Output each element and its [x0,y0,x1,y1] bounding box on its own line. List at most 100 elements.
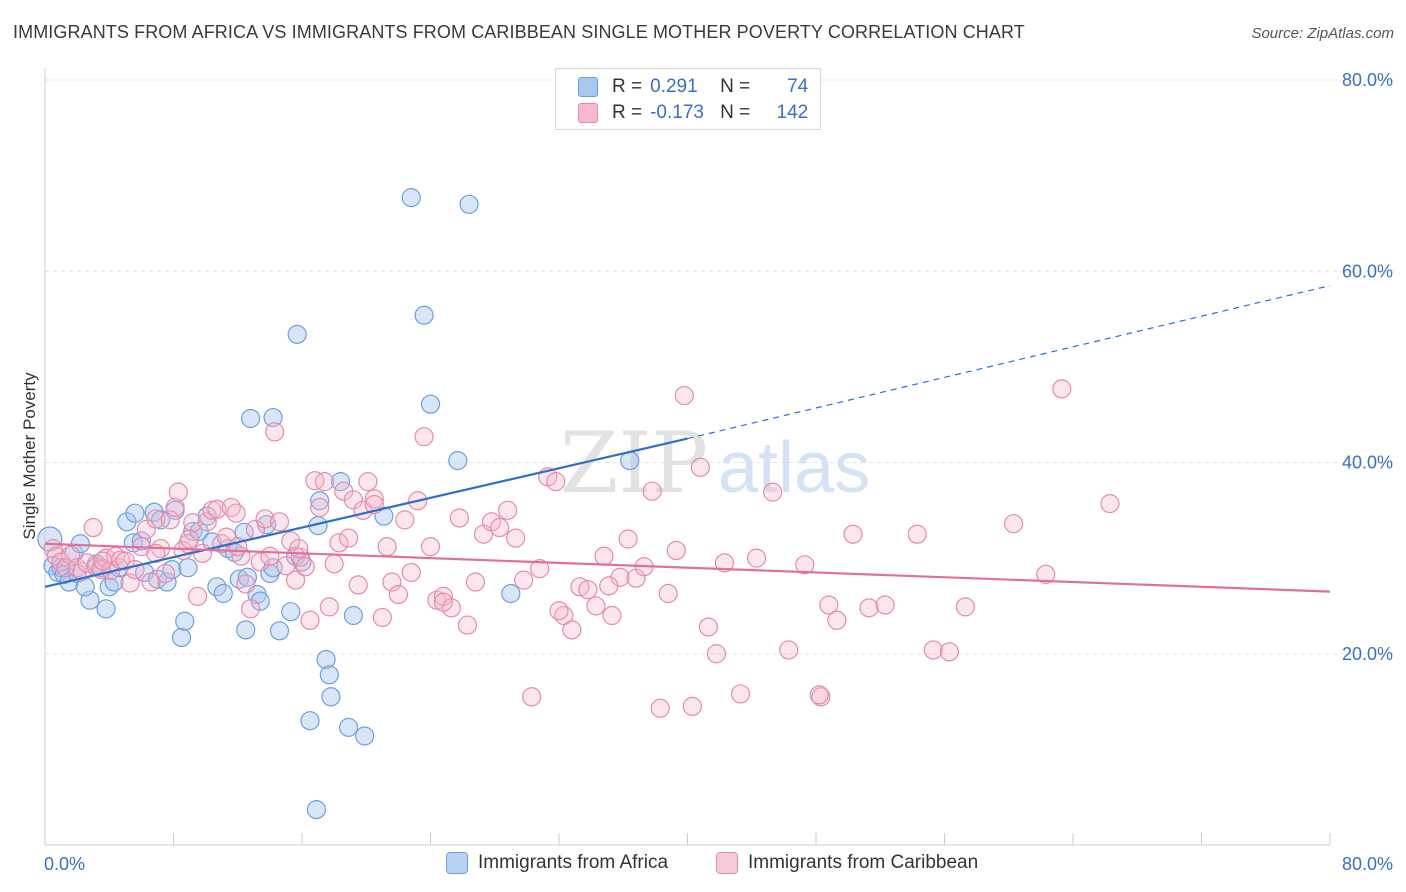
caribbean-point [1003,514,1024,534]
caribbean-point [329,533,349,553]
caribbean-point [401,562,421,583]
y-tick-label: 80.0% [1342,70,1393,90]
caribbean-point [599,576,619,596]
caribbean-point [146,509,166,529]
africa-point [300,711,320,731]
caribbean-point [562,620,582,640]
r-label: R = [612,102,643,123]
africa-point [131,531,151,551]
africa-point [414,305,434,325]
africa-point [171,627,192,648]
caribbean-point [706,644,727,664]
caribbean-point [923,640,943,660]
caribbean-point [281,531,301,551]
caribbean-point [250,552,270,572]
caribbean-point [236,574,256,594]
legend-item-caribbean[interactable]: Immigrants from Caribbean [716,852,978,874]
legend-swatch-africa [446,852,468,874]
caribbean-point [522,687,542,707]
caribbean-point [714,553,735,573]
stats-box: R = 0.291 N = 74 R = -0.173 N = 142 [555,68,821,130]
caribbean-point [530,559,550,579]
caribbean-point [819,595,839,615]
data-points [37,188,1120,820]
caribbean-point [226,503,246,523]
watermark-atlas: atlas [718,428,870,508]
r-value: 0.291 [650,76,698,97]
caribbean-point [859,598,879,618]
trend-lines [44,285,1331,593]
caribbean-point [939,642,959,662]
africa-point [319,665,339,685]
caribbean-point [602,605,622,626]
x-tick-label: 80.0% [1342,854,1393,874]
caribbean-point [779,640,799,660]
africa-point [281,602,301,622]
caribbean-point [586,596,606,616]
caribbean-point [300,610,320,630]
caribbean-point [343,490,363,510]
caribbean-point [187,586,208,606]
legend-swatch-caribbean [716,852,738,874]
caribbean-point [1100,494,1120,514]
caribbean-point [56,558,76,578]
africa-point [269,621,290,641]
caribbean-point [388,584,408,605]
caribbean-point [372,607,392,628]
caribbean-point [682,696,702,716]
africa-point [96,599,116,619]
africa-point [263,407,283,428]
caribbean-point [658,583,678,604]
caribbean-point [255,509,275,529]
africa-point [338,717,359,737]
chart-title: IMMIGRANTS FROM AFRICA VS IMMIGRANTS FRO… [13,22,1025,42]
caribbean-point [179,529,200,549]
africa-point [237,567,257,587]
caribbean-point [183,513,203,533]
legend-item-africa[interactable]: Immigrants from Africa [446,852,668,874]
caribbean-point [269,512,290,532]
legend-label-africa: Immigrants from Africa [478,852,669,873]
caribbean-point [141,572,161,592]
caribbean-point [1036,564,1056,584]
africa-point [459,194,479,214]
caribbean-point [763,482,783,502]
africa-trend-extension [687,285,1331,440]
africa-point [287,324,307,344]
n-label: N = [720,76,751,97]
caribbean-point [96,548,116,568]
caribbean-point [289,538,309,559]
africa-point [401,188,421,208]
africa-point [343,605,363,626]
caribbean-point [83,517,103,538]
africa-point [241,408,261,429]
caribbean-point [324,554,344,574]
caribbean-point [168,482,188,502]
stats-swatch-africa [578,77,598,97]
caribbean-point [514,570,534,590]
africa-point [178,558,198,578]
stats-row-caribbean: R = -0.173 N = 142 [578,100,808,126]
caribbean-point [364,489,384,509]
y-axis-label: Single Mother Poverty [20,372,39,540]
n-value: 142 [776,102,809,123]
caribbean-point [160,510,180,530]
caribbean-point [433,592,453,612]
caribbean-point [93,551,113,571]
caribbean-point [319,597,339,617]
x-tick-label: 0.0% [44,854,85,874]
caribbean-point [546,472,566,492]
africa-point [420,394,441,414]
caribbean-point [498,500,518,520]
caribbean-point [809,685,829,705]
caribbean-point [414,427,434,447]
caribbean-point [730,684,751,704]
caribbean-point [746,548,767,568]
stats-row-africa: R = 0.291 N = 74 [578,74,808,100]
caribbean-point [698,617,718,637]
caribbean-point [666,540,686,561]
legend: Immigrants from Africa Immigrants from C… [0,850,1406,880]
caribbean-point [348,575,368,595]
caribbean-point [690,457,710,477]
